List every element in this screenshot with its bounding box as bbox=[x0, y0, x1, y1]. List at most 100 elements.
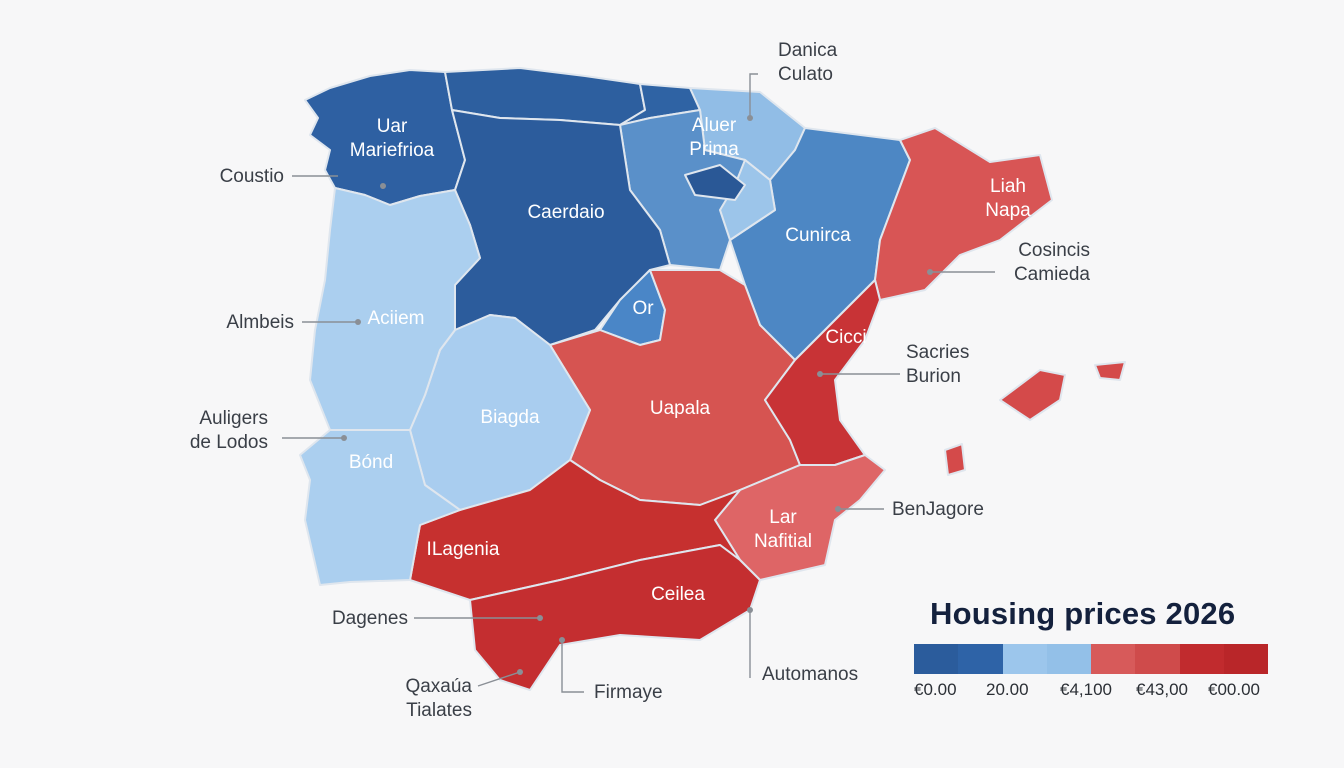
callout-benjagore: BenJagore bbox=[835, 499, 984, 520]
region-label-line: Or bbox=[632, 298, 654, 319]
region-label-basque: Aluer Prima bbox=[689, 115, 739, 160]
callout-label: Automanos bbox=[762, 664, 858, 685]
leader-dot bbox=[537, 615, 543, 621]
region-label-line: Cunirca bbox=[785, 225, 851, 246]
region-dark-enclave[interactable] bbox=[684, 164, 746, 201]
region-label-line: Bónd bbox=[349, 452, 393, 473]
legend-swatch-6 bbox=[1179, 644, 1224, 674]
callout-firmaye: Firmaye bbox=[559, 637, 663, 703]
region-label-line: Cicci bbox=[825, 327, 866, 348]
callout-almbeis: Almbeis bbox=[226, 312, 361, 333]
callout-label: Cosincis Camieda bbox=[1014, 240, 1090, 285]
region-andalucia-south[interactable] bbox=[469, 544, 761, 691]
region-label-castilla-mancha: Uapala bbox=[650, 398, 711, 419]
leader-dot bbox=[747, 115, 753, 121]
callout-line: Culato bbox=[778, 64, 833, 85]
legend-swatch-7 bbox=[1223, 644, 1268, 674]
leader-line bbox=[749, 73, 758, 118]
callout-auligers: Auligers de Lodos bbox=[190, 408, 347, 453]
callout-line: Burion bbox=[906, 366, 961, 387]
region-label-line: Nafitial bbox=[754, 531, 812, 552]
callout-line: Dagenes bbox=[332, 608, 408, 629]
callout-label: Danica Culato bbox=[778, 40, 838, 85]
callout-dagenes: Dagenes bbox=[332, 608, 543, 629]
region-label-line: Napa bbox=[985, 200, 1031, 221]
legend-swatch-2 bbox=[1002, 644, 1047, 674]
region-balearic[interactable] bbox=[944, 361, 1126, 476]
region-portugal-south[interactable] bbox=[299, 429, 461, 586]
region-label-castilla-leon: Caerdaio bbox=[527, 202, 604, 223]
callout-line: Coustio bbox=[220, 166, 284, 187]
region-label-valencia: Cicci bbox=[825, 327, 866, 348]
legend-swatch-5 bbox=[1135, 644, 1180, 674]
legend-color-bar bbox=[914, 644, 1268, 674]
callout-qaxaua: Qaxaúa Tialates bbox=[405, 669, 523, 721]
region-label-andalucia-south: Ceilea bbox=[651, 584, 705, 605]
legend-tick-3: €43,00 bbox=[1136, 680, 1188, 699]
region-label-galicia: Uar Mariefrioa bbox=[350, 116, 435, 161]
callout-coustio: Coustio bbox=[220, 166, 386, 189]
callout-line: Almbeis bbox=[226, 312, 294, 333]
callout-sacries: Sacries Burion bbox=[817, 342, 969, 387]
callout-label: Coustio bbox=[220, 166, 284, 187]
region-label-line: Prima bbox=[689, 139, 739, 160]
callout-label: BenJagore bbox=[892, 499, 984, 520]
callout-label: Dagenes bbox=[332, 608, 408, 629]
region-label-line: Caerdaio bbox=[527, 202, 604, 223]
legend-tick-1: 20.00 bbox=[986, 680, 1029, 699]
region-label-murcia: Lar Nafitial bbox=[754, 507, 812, 552]
leader-dot bbox=[341, 435, 347, 441]
legend-swatch-1 bbox=[958, 644, 1003, 674]
callout-label: Qaxaúa Tialates bbox=[405, 676, 472, 721]
legend-tick-0: €0.00 bbox=[914, 680, 957, 699]
region-label-andalucia-north: ILagenia bbox=[427, 539, 500, 560]
legend-swatch-4 bbox=[1091, 644, 1136, 674]
region-label-portugal-north: Aciiem bbox=[367, 308, 424, 329]
legend-swatch-3 bbox=[1046, 644, 1091, 674]
callout-line: Firmaye bbox=[594, 682, 663, 703]
callout-line: Tialates bbox=[406, 700, 472, 721]
leader-dot bbox=[380, 183, 386, 189]
callout-label: Firmaye bbox=[594, 682, 663, 703]
region-label-line: Lar bbox=[769, 507, 797, 528]
region-label-line: Ceilea bbox=[651, 584, 705, 605]
leader-line bbox=[477, 671, 521, 687]
callout-danica: Danica Culato bbox=[747, 40, 838, 121]
leader-dot bbox=[559, 637, 565, 643]
callout-line: Cosincis bbox=[1018, 240, 1090, 261]
callout-line: Automanos bbox=[762, 664, 858, 685]
region-label-catalonia: Liah Napa bbox=[985, 176, 1031, 221]
region-label-portugal-south: Bónd bbox=[349, 452, 393, 473]
callout-line: Camieda bbox=[1014, 264, 1090, 285]
region-label-line: Mariefrioa bbox=[350, 140, 435, 161]
region-label-line: ILagenia bbox=[427, 539, 500, 560]
region-label-aragon: Cunirca bbox=[785, 225, 851, 246]
legend-title: Housing prices 2026 bbox=[930, 596, 1236, 631]
callout-line: Auligers bbox=[199, 408, 268, 429]
region-label-extremadura: Biagda bbox=[480, 407, 540, 428]
legend-ticks: €0.00 20.00 €4,100 €43,00 €00.00 bbox=[914, 680, 1270, 704]
region-label-line: Uar bbox=[377, 116, 408, 137]
region-label-line: Uapala bbox=[650, 398, 711, 419]
region-andalucia-north[interactable] bbox=[409, 459, 741, 601]
callout-line: Danica bbox=[778, 40, 838, 61]
callout-label: Almbeis bbox=[226, 312, 294, 333]
callout-line: BenJagore bbox=[892, 499, 984, 520]
legend-tick-2: €4,100 bbox=[1060, 680, 1112, 699]
leader-dot bbox=[835, 506, 841, 512]
callout-line: de Lodos bbox=[190, 432, 268, 453]
legend: Housing prices 2026 €0.00 20.00 €4,100 €… bbox=[914, 596, 1270, 704]
region-label-line: Biagda bbox=[480, 407, 540, 428]
leader-line bbox=[561, 640, 584, 693]
callout-line: Sacries bbox=[906, 342, 969, 363]
callout-cosincis: Cosincis Camieda bbox=[927, 240, 1090, 285]
region-label-madrid: Or bbox=[632, 298, 654, 319]
legend-tick-4: €00.00 bbox=[1208, 680, 1260, 699]
callout-line: Qaxaúa bbox=[405, 676, 472, 697]
leader-dot bbox=[517, 669, 523, 675]
leader-dot bbox=[355, 319, 361, 325]
callout-automanos: Automanos bbox=[747, 607, 858, 685]
region-label-line: Aluer bbox=[692, 115, 737, 136]
leader-dot bbox=[817, 371, 823, 377]
